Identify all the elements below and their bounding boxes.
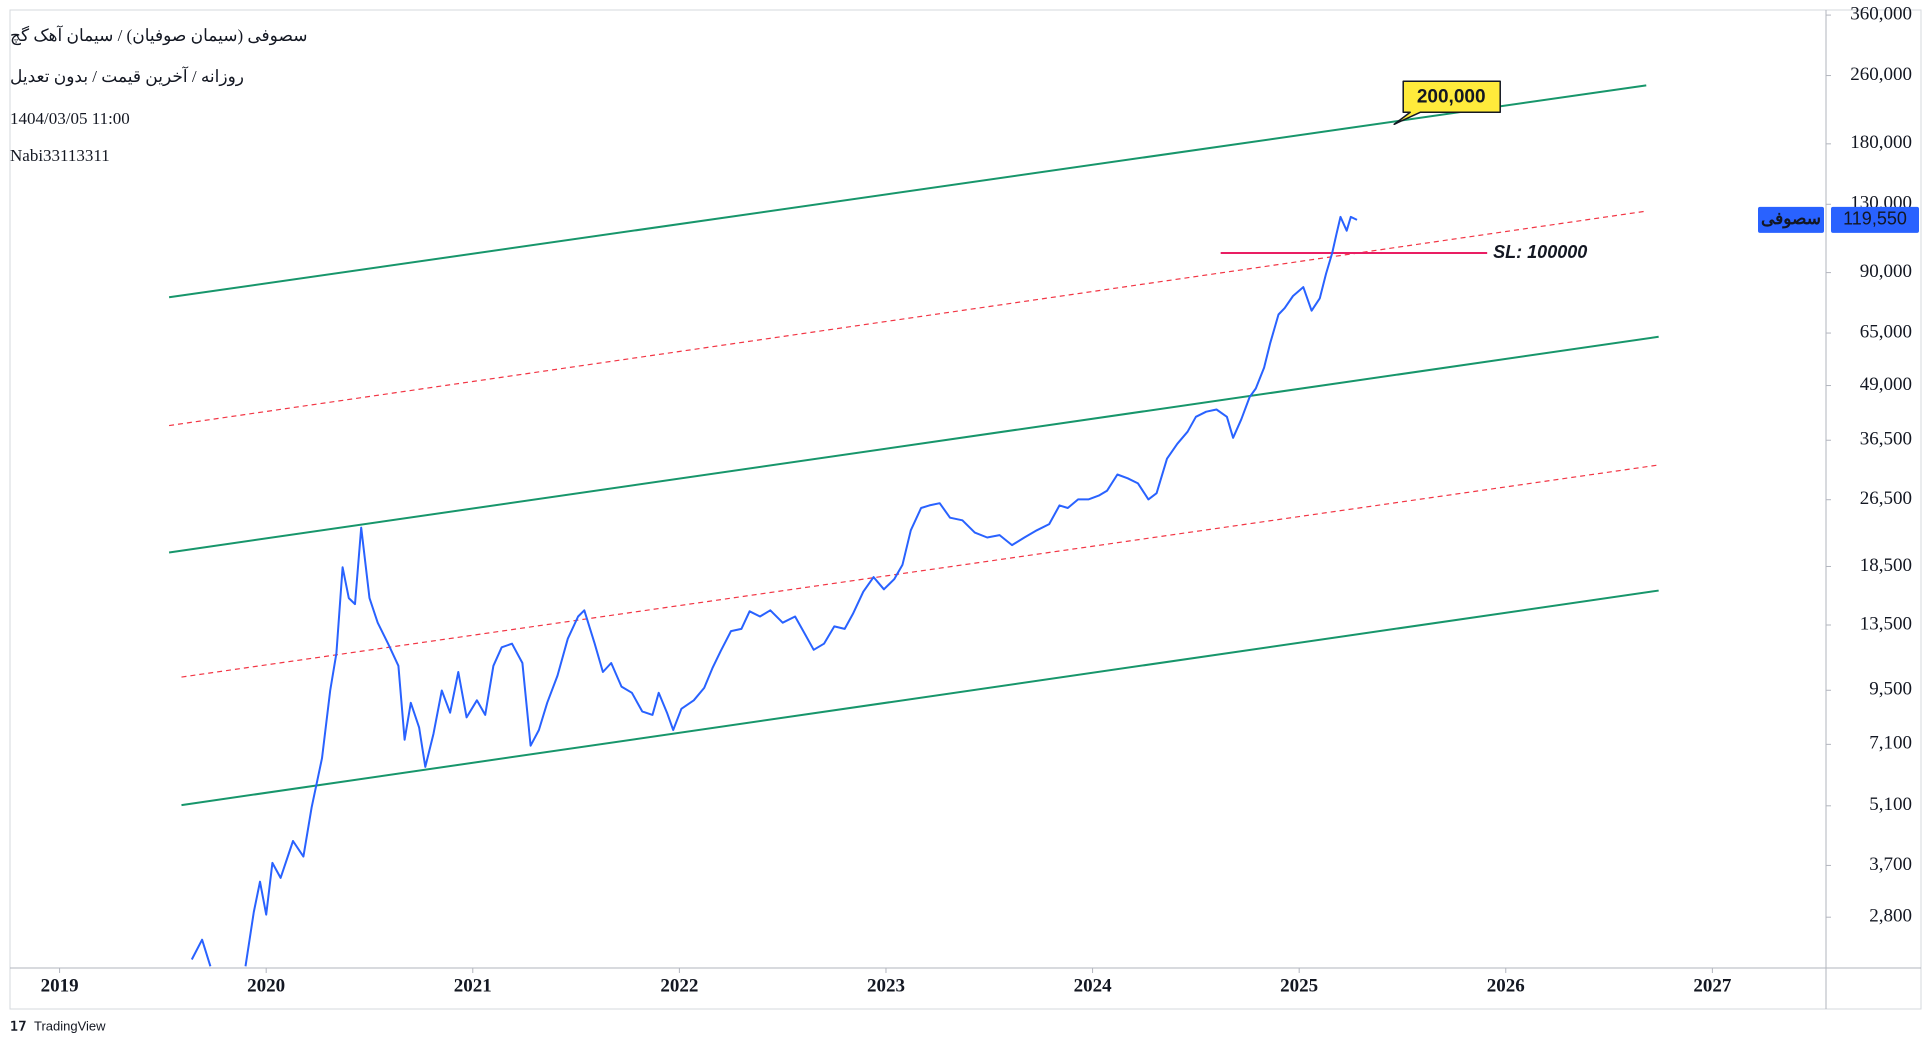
y-tick-label: 7,100 [1869, 733, 1912, 754]
y-tick-label: 5,100 [1869, 794, 1912, 815]
y-tick-label: 36,500 [1860, 429, 1912, 450]
callout [1393, 80, 1501, 126]
callout-label: 200,000 [1417, 86, 1486, 107]
y-tick-label: 90,000 [1860, 261, 1912, 282]
line-label: SL: 100000 [1493, 242, 1587, 262]
symbol-tag [1758, 206, 1824, 233]
y-tick-label: 360,000 [1850, 3, 1912, 24]
y-tick-label: 49,000 [1860, 374, 1912, 395]
x-tick-label: 2026 [1487, 975, 1525, 996]
timestamp: 1404/03/05 11:00 [10, 109, 130, 128]
trend-line [168, 335, 1659, 554]
y-tick-label: 18,500 [1860, 555, 1912, 576]
y-tick-label: 260,000 [1850, 64, 1912, 85]
y-tick-label: 9,500 [1869, 679, 1912, 700]
x-tick-label: 2025 [1280, 975, 1318, 996]
y-tick-label: 65,000 [1860, 321, 1912, 342]
symbol-tag-label: سصوفی [1761, 209, 1821, 229]
trend-line [181, 464, 1659, 678]
x-tick-label: 2021 [454, 975, 492, 996]
x-tick-label: 2024 [1074, 975, 1113, 996]
x-tick-label: 2027 [1693, 975, 1732, 996]
plot [168, 84, 1659, 967]
frame [9, 9, 1922, 1010]
logo: 𝟣𝟩 [10, 1018, 27, 1033]
trend-line [181, 589, 1659, 807]
y-tick-label: 2,800 [1869, 906, 1912, 927]
trend-line [168, 210, 1647, 427]
x-tick-label: 2019 [41, 975, 79, 996]
footer: TradingView [34, 1018, 106, 1033]
y-tick-label: 180,000 [1850, 132, 1912, 153]
price-tag-label: 119,550 [1843, 209, 1907, 229]
chart-subtitle: روزانه / آخرین قیمت / بدون تعدیل [10, 65, 244, 87]
y-tick-label: 26,500 [1860, 488, 1912, 509]
y-tick-label: 3,700 [1869, 854, 1912, 875]
trend-line [168, 84, 1647, 299]
y-tick-label: 13,500 [1860, 613, 1912, 634]
chart-title: سصوفی (سیمان صوفیان) / سیمان آهک گچ [10, 24, 307, 46]
x-tick-label: 2020 [247, 975, 285, 996]
price-tag [1831, 206, 1919, 233]
author: Nabi33113311 [10, 146, 110, 165]
x-tick-label: 2023 [867, 975, 905, 996]
price-line [190, 215, 1358, 967]
x-tick-label: 2022 [660, 975, 698, 996]
